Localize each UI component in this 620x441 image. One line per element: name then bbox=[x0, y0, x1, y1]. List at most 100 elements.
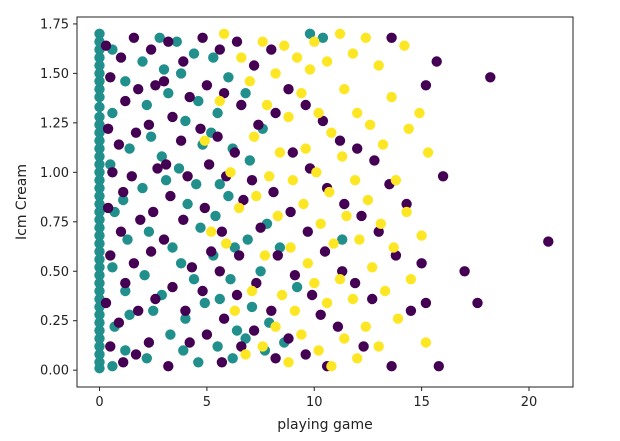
scatter-point bbox=[94, 262, 105, 273]
scatter-point bbox=[420, 297, 432, 309]
scatter-point bbox=[124, 309, 135, 320]
scatter-point bbox=[145, 131, 157, 142]
scatter-point bbox=[143, 337, 155, 348]
scatter-point bbox=[197, 285, 208, 297]
scatter-point bbox=[270, 107, 281, 119]
scatter-point bbox=[356, 210, 367, 222]
scatter-point bbox=[160, 159, 172, 170]
scatter-point bbox=[214, 179, 225, 190]
scatter-point bbox=[266, 44, 277, 55]
scatter-point bbox=[319, 246, 331, 257]
scatter-point bbox=[283, 111, 294, 123]
scatter-point bbox=[94, 151, 105, 162]
scatter-point bbox=[339, 333, 350, 344]
scatter-point bbox=[399, 40, 410, 51]
scatter-point bbox=[283, 84, 294, 95]
scatter-point bbox=[118, 186, 129, 198]
scatter-point bbox=[349, 175, 361, 186]
scatter-point bbox=[137, 56, 148, 67]
scatter-point bbox=[94, 317, 105, 328]
scatter-point bbox=[302, 258, 313, 269]
scatter-point bbox=[120, 277, 131, 289]
scatter-point bbox=[392, 313, 404, 324]
y-tick-label: 0.50 bbox=[40, 265, 69, 280]
scatter-point bbox=[233, 250, 245, 261]
scatter-point bbox=[328, 238, 339, 249]
scatter-point bbox=[472, 297, 483, 309]
scatter-point bbox=[163, 361, 174, 372]
scatter-point bbox=[158, 76, 170, 87]
scatter-point bbox=[341, 210, 352, 222]
scatter-point bbox=[218, 88, 230, 99]
scatter-point bbox=[165, 190, 176, 202]
y-tick-label: 0.00 bbox=[40, 364, 69, 379]
scatter-point bbox=[304, 28, 316, 39]
scatter-point bbox=[334, 274, 346, 285]
scatter-point bbox=[309, 36, 320, 47]
x-tick-label: 15 bbox=[413, 395, 430, 410]
scatter-point bbox=[358, 341, 369, 352]
scatter-point bbox=[178, 56, 189, 67]
plot-frame bbox=[76, 16, 574, 388]
scatter-point bbox=[317, 32, 329, 43]
scatter-point bbox=[175, 135, 187, 146]
scatter-point bbox=[120, 285, 131, 297]
scatter-point bbox=[94, 28, 105, 39]
scatter-point bbox=[352, 107, 363, 119]
scatter-point bbox=[165, 329, 176, 340]
scatter-point bbox=[178, 345, 189, 356]
scatter-point bbox=[388, 242, 399, 253]
scatter-point bbox=[227, 353, 238, 364]
scatter-point bbox=[201, 329, 213, 340]
scatter-point bbox=[291, 52, 303, 63]
scatter-point bbox=[347, 293, 359, 305]
scatter-point bbox=[289, 305, 301, 316]
scatter-point bbox=[145, 44, 157, 55]
scatter-point bbox=[94, 285, 105, 297]
scatter-point bbox=[160, 175, 172, 186]
scatter-point bbox=[94, 190, 105, 202]
scatter-point bbox=[253, 119, 264, 130]
scatter-point bbox=[94, 127, 105, 138]
scatter-point bbox=[186, 262, 198, 273]
scatter-point bbox=[105, 341, 116, 352]
scatter-point bbox=[150, 293, 161, 305]
scatter-point bbox=[148, 305, 159, 316]
scatter-point bbox=[94, 68, 105, 79]
x-tick-label: 20 bbox=[521, 395, 538, 410]
scatter-point bbox=[124, 143, 135, 154]
scatter-point bbox=[94, 309, 105, 320]
scatter-point bbox=[158, 64, 170, 75]
scatter-point bbox=[369, 155, 380, 166]
scatter-point bbox=[94, 119, 105, 130]
scatter-point bbox=[315, 309, 326, 320]
scatter-point bbox=[216, 226, 228, 237]
scatter-point bbox=[420, 80, 432, 91]
scatter-point bbox=[313, 107, 324, 119]
scatter-point bbox=[326, 361, 337, 372]
scatter-point bbox=[94, 111, 105, 123]
scatter-point bbox=[130, 127, 142, 138]
scatter-point bbox=[257, 36, 268, 47]
scatter-point bbox=[208, 52, 219, 63]
scatter-point bbox=[403, 123, 414, 134]
scatter-point bbox=[94, 277, 105, 289]
scatter-point bbox=[339, 198, 350, 210]
scatter-point bbox=[184, 91, 195, 103]
scatter-point bbox=[94, 325, 105, 336]
scatter-point bbox=[94, 270, 105, 281]
scatter-point bbox=[214, 95, 225, 107]
scatter-point bbox=[105, 72, 116, 83]
scatter-point bbox=[167, 281, 178, 293]
scatter-point bbox=[115, 226, 127, 237]
scatter-point bbox=[212, 107, 223, 119]
x-tick-label: 0 bbox=[95, 395, 103, 410]
scatter-point bbox=[246, 301, 258, 313]
scatter-point bbox=[214, 293, 225, 305]
scatter-point bbox=[163, 36, 174, 47]
scatter-point bbox=[107, 361, 118, 372]
scatter-point bbox=[141, 99, 152, 111]
scatter-point bbox=[184, 337, 195, 348]
scatter-point bbox=[152, 163, 163, 174]
